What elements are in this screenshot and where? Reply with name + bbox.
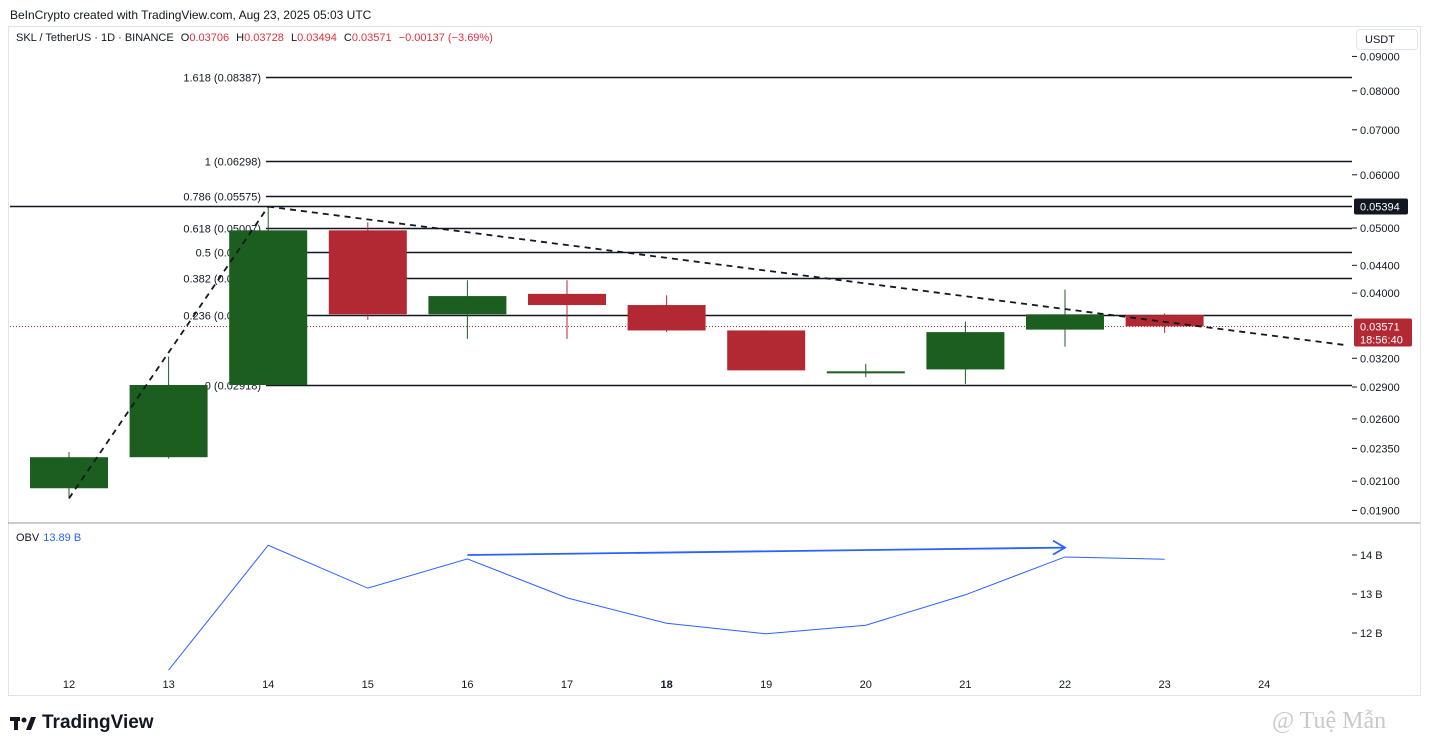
author-watermark: @ Tuệ Mẫn: [1272, 708, 1387, 734]
tradingview-logo-icon: [10, 717, 36, 730]
price-tick-label: 0.03200: [1360, 353, 1400, 365]
price-tick-label: 0.02600: [1360, 414, 1400, 426]
time-axis-label: 18: [660, 679, 672, 691]
fib-level-label: 1 (0.06298): [205, 157, 261, 169]
price-tick-label: 0.04400: [1360, 260, 1400, 272]
high-label: H: [236, 32, 245, 44]
chart-frame: [8, 26, 1421, 696]
time-axis-label: 23: [1158, 679, 1170, 691]
price-tick-label: 0.02900: [1360, 382, 1400, 394]
price-tick-label: 0.07000: [1360, 125, 1400, 137]
symbol-name: SKL / TetherUS · 1D · BINANCE: [16, 32, 174, 44]
price-tick-label: 0.02350: [1360, 443, 1400, 455]
price-axis-ticks: 0.09000 0.08000 0.07000 0.06000 0.05000 0.044…: [8, 51, 1420, 524]
candle-body: [229, 230, 308, 385]
candle-body: [1026, 314, 1104, 330]
resistance-price-label: 0.05394: [1360, 202, 1400, 214]
low-value: 0.03494: [297, 32, 337, 44]
price-tick-label: 0.02100: [1360, 476, 1400, 488]
last-price-countdown: 18:56:40: [1360, 335, 1403, 347]
candle-body: [328, 230, 407, 315]
obv-legend: OBV 13.89 B: [16, 532, 81, 544]
currency-selector[interactable]: USDT: [1356, 29, 1418, 50]
obv-arrow-head: [1052, 539, 1067, 556]
time-axis-label: 16: [461, 679, 473, 691]
obv-tick-label: 14 B: [1360, 550, 1383, 562]
tradingview-logo[interactable]: TradingView: [10, 712, 154, 734]
close-value: 0.03571: [351, 32, 392, 44]
obv-tick-label: 12 B: [1360, 628, 1383, 640]
last-price-tag: [1354, 318, 1412, 347]
candle-body: [926, 332, 1005, 370]
candles: [30, 206, 1204, 499]
tradingview-logo-text: TradingView: [42, 712, 154, 733]
change-value: −0.00137 (−3.69%): [398, 32, 493, 44]
low-label: L: [290, 32, 298, 44]
obv-pane: 14 B 13 B 12 B: [168, 539, 1383, 671]
fib-level-label: 0.786 (0.05575): [183, 192, 261, 204]
time-axis-label: 12: [63, 679, 75, 691]
price-tick-label: 0.01900: [1360, 505, 1400, 517]
time-axis: 12 13 14 15 16 17 18 19 20 21 22 23 24: [63, 679, 1270, 691]
price-tick-label: 0.08000: [1360, 86, 1400, 98]
time-axis-label: 24: [1258, 679, 1270, 691]
candle-body: [1125, 315, 1204, 327]
candle-body: [129, 384, 208, 458]
trendlines: [68, 205, 1344, 499]
candle-body: [428, 296, 507, 315]
obv-value: 13.89 B: [43, 532, 82, 544]
symbol-ohlc-legend: SKL / TetherUS · 1D · BINANCE O0.03706 H…: [16, 32, 493, 44]
obv-line: [168, 544, 1165, 671]
price-tick-label: 0.05000: [1360, 223, 1400, 235]
time-axis-label: 14: [262, 679, 274, 691]
obv-tick-label: 13 B: [1360, 589, 1383, 601]
time-axis-label: 21: [959, 679, 971, 691]
candle-body: [528, 293, 606, 306]
price-tick-label: 0.04000: [1360, 288, 1400, 300]
high-value: 0.03728: [244, 32, 284, 44]
fib-level-label: 1.618 (0.08387): [183, 73, 261, 85]
price-tick-label: 0.09000: [1360, 51, 1400, 63]
time-axis-label: 22: [1059, 679, 1071, 691]
time-axis-label: 20: [860, 679, 872, 691]
time-axis-label: 17: [561, 679, 573, 691]
resistance-price-tag: [1354, 198, 1408, 215]
time-axis-label: 13: [162, 679, 174, 691]
obv-label: OBV: [16, 532, 40, 544]
dashed-trendline: [268, 205, 1344, 346]
last-price-label: 0.03571: [1360, 322, 1400, 334]
candle-body: [30, 457, 108, 489]
close-label: C: [343, 32, 352, 44]
open-value: 0.03706: [189, 32, 230, 44]
obv-trend-arrow: [467, 546, 1066, 556]
time-axis-label: 15: [362, 679, 374, 691]
dashed-trendline: [68, 206, 269, 499]
price-tick-label: 0.06000: [1360, 170, 1400, 182]
open-label: O: [180, 32, 190, 44]
candle-body: [627, 305, 706, 331]
candle-body: [826, 371, 905, 374]
fib-levels: 1.618 (0.08387) 1 (0.06298) 0.786 (0.05575…: [10, 73, 1352, 393]
time-axis-label: 19: [760, 679, 772, 691]
candle-body: [727, 330, 806, 371]
chart-attribution-header: BeInCrypto created with TradingView.com,…: [10, 8, 372, 22]
